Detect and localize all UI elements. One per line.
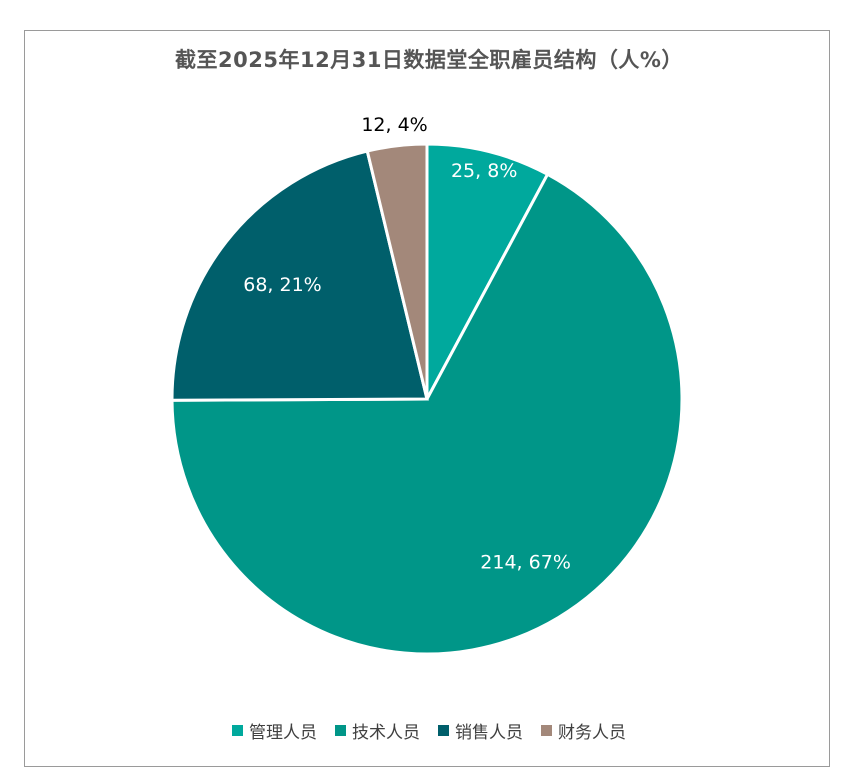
data-label: 25, 8%	[451, 160, 517, 182]
legend-label: 财务人员	[558, 723, 626, 743]
data-label: 68, 21%	[243, 274, 322, 296]
data-label: 12, 4%	[361, 114, 427, 136]
legend-swatch	[541, 725, 552, 736]
legend-label: 管理人员	[249, 723, 317, 743]
legend-label: 技术人员	[352, 723, 420, 743]
slice-technical	[170, 172, 684, 656]
pie-slices	[170, 142, 684, 656]
chart-legend: 管理人员 技术人员 销售人员 财务人员	[0, 718, 858, 743]
legend-swatch	[232, 725, 243, 736]
chart-title: 截至2025年12月31日数据堂全职雇员结构（人%）	[175, 48, 683, 72]
data-label: 214, 67%	[480, 551, 571, 573]
legend-swatch	[438, 725, 449, 736]
legend-label: 销售人员	[455, 723, 523, 743]
legend-item-finance: 财务人员	[541, 718, 626, 743]
legend-item-management: 管理人员	[232, 718, 317, 743]
slice-finance	[365, 142, 429, 400]
slice-management	[425, 142, 550, 400]
pie-data-labels: 25, 8% 214, 67% 68, 21% 12, 4%	[243, 114, 571, 573]
legend-item-technical: 技术人员	[335, 718, 420, 743]
legend-item-sales: 销售人员	[438, 718, 523, 743]
slice-sales	[170, 149, 429, 402]
legend-swatch	[335, 725, 346, 736]
